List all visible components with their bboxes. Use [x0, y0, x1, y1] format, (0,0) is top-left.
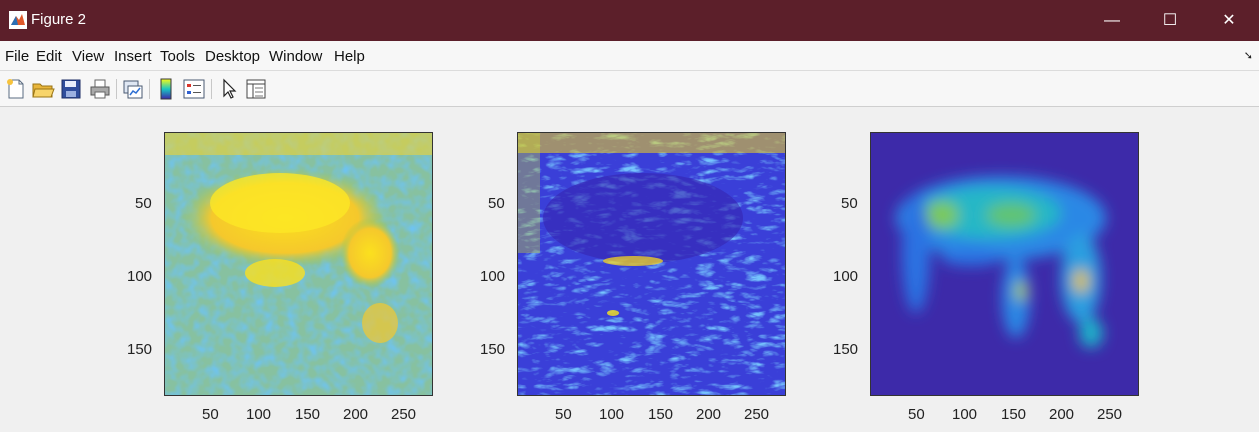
- menu-help[interactable]: Help: [334, 48, 365, 65]
- xtick-label: 50: [908, 406, 925, 423]
- ytick-label: 50: [488, 195, 505, 212]
- xtick-label: 100: [246, 406, 272, 423]
- magnitude-image-pixels: [165, 133, 432, 395]
- menu-desktop[interactable]: Desktop: [205, 48, 261, 65]
- dock-figure-icon[interactable]: ➘: [1243, 50, 1253, 62]
- xtick-label: 150: [648, 406, 674, 423]
- ytick-label: 150: [127, 341, 153, 358]
- phase-image-pixels: [518, 133, 785, 395]
- minimize-button[interactable]: —: [1104, 12, 1120, 29]
- ytick-label: 100: [480, 268, 506, 285]
- ytick-label: 150: [833, 341, 859, 358]
- print-icon[interactable]: [88, 77, 112, 101]
- xtick-label: 200: [343, 406, 369, 423]
- save-icon[interactable]: [59, 77, 83, 101]
- property-inspector-icon[interactable]: [244, 77, 268, 101]
- window-title: Figure 2: [31, 11, 87, 28]
- toolbar-separator: [116, 79, 117, 99]
- figure-toolbar: [0, 71, 1259, 107]
- ytick-label: 150: [480, 341, 506, 358]
- close-button[interactable]: ✕: [1222, 12, 1236, 29]
- menu-bar: File Edit View Insert Tools Desktop Wind…: [0, 41, 1259, 71]
- xtick-label: 100: [599, 406, 625, 423]
- menu-view[interactable]: View: [72, 48, 105, 65]
- insert-colorbar-icon[interactable]: [154, 77, 178, 101]
- link-plot-icon[interactable]: [121, 77, 145, 101]
- reconstructed-image-pixels: [871, 133, 1138, 395]
- xtick-label: 50: [555, 406, 572, 423]
- menu-edit[interactable]: Edit: [36, 48, 62, 65]
- matlab-logo-icon: [9, 11, 27, 29]
- open-file-icon[interactable]: [31, 77, 55, 101]
- ytick-label: 100: [833, 268, 859, 285]
- insert-legend-icon[interactable]: [182, 77, 206, 101]
- xtick-label: 150: [295, 406, 321, 423]
- xtick-label: 100: [952, 406, 978, 423]
- ytick-label: 50: [841, 195, 858, 212]
- new-figure-icon[interactable]: [4, 77, 28, 101]
- edit-plot-pointer-icon[interactable]: [217, 77, 241, 101]
- ytick-label: 50: [135, 195, 152, 212]
- xtick-label: 250: [1097, 406, 1123, 423]
- xtick-label: 200: [1049, 406, 1075, 423]
- figure-canvas: 50 100 150 50 100 150 50 100 150 50 100 …: [0, 108, 1259, 432]
- maximize-button[interactable]: ☐: [1162, 12, 1178, 29]
- menu-insert[interactable]: Insert: [114, 48, 152, 65]
- ytick-label: 100: [127, 268, 153, 285]
- xtick-label: 150: [1001, 406, 1027, 423]
- reconstructed-image[interactable]: [870, 132, 1139, 396]
- menu-tools[interactable]: Tools: [160, 48, 196, 65]
- xtick-label: 250: [744, 406, 770, 423]
- toolbar-separator: [211, 79, 212, 99]
- magnitude-image[interactable]: [164, 132, 433, 396]
- menu-window[interactable]: Window: [269, 48, 323, 65]
- title-bar: Figure 2 — ☐ ✕: [0, 0, 1259, 41]
- xtick-label: 250: [391, 406, 417, 423]
- phase-image[interactable]: [517, 132, 786, 396]
- xtick-label: 200: [696, 406, 722, 423]
- xtick-label: 50: [202, 406, 219, 423]
- toolbar-separator: [149, 79, 150, 99]
- menu-file[interactable]: File: [5, 48, 30, 65]
